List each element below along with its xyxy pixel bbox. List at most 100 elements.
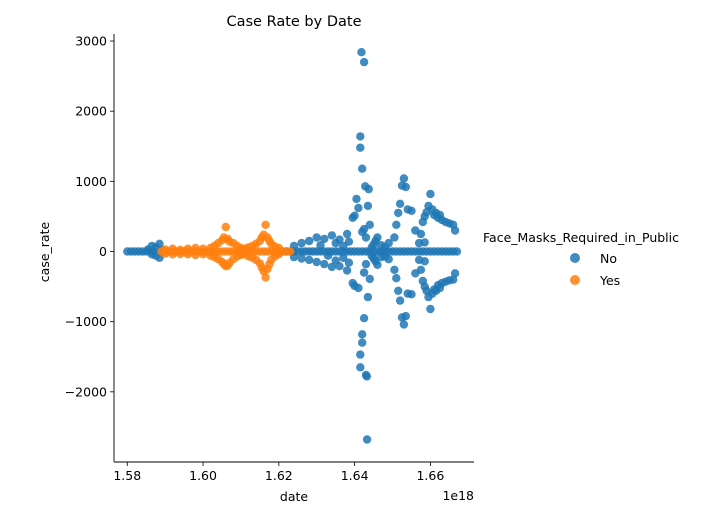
point-no [401,182,410,192]
x-tick-label: 1.58 [113,468,141,483]
point-no [359,268,369,277]
point-no [357,48,366,57]
point-yes [261,273,270,282]
point-yes [198,250,208,259]
legend-title: Face_Masks_Required_in_Public [483,230,679,245]
x-ticks: 1.58 1.60 1.62 1.64 1.66 [113,462,444,483]
point-no [323,251,333,260]
point-no [342,229,352,239]
point-no [342,266,352,275]
point-no [390,265,399,274]
point-no [373,260,382,269]
point-no [316,241,325,250]
legend-marker-no [570,253,580,263]
point-no [356,350,365,359]
x-tick-label: 1.60 [189,468,217,483]
point-no [350,211,359,220]
point-no [155,239,164,248]
point-no [407,206,416,215]
point-no [384,238,393,248]
point-no [358,338,367,347]
point-no [416,229,426,239]
point-no [399,174,409,183]
point-no [297,238,306,248]
point-no [390,233,399,242]
point-no [356,363,365,372]
point-no [426,304,435,314]
point-no [358,164,367,173]
point-no [362,435,372,444]
point-yes [274,243,283,253]
point-no [297,254,306,263]
point-no [392,220,401,229]
point-yes [274,250,283,259]
point-yes [168,250,177,259]
point-no [358,330,367,339]
point-yes [191,243,200,253]
point-no [363,201,373,211]
point-no [373,233,382,242]
point-no [359,57,369,67]
y-tick-label: 0 [99,244,107,259]
point-no [450,226,460,235]
point-no [339,253,348,262]
legend-marker-yes [570,275,580,285]
x-tick-label: 1.62 [265,468,293,483]
point-no [392,274,401,283]
point-yes [191,250,200,260]
y-axis-label: case_rate [37,222,52,283]
point-no [320,259,329,269]
point-no [399,320,409,329]
point-no [450,269,460,278]
point-no [312,257,321,267]
point-no [354,283,363,293]
point-no [359,314,369,323]
y-tick-label: 3000 [75,34,107,49]
legend: Face_Masks_Required_in_Public No Yes [483,230,679,288]
point-yes [176,249,185,259]
point-yes [183,250,193,259]
point-no [356,143,365,152]
x-offset-label: 1e18 [442,488,474,503]
point-no [395,199,405,208]
point-no [327,231,337,240]
point-no [394,208,403,218]
point-no [143,245,153,254]
point-no [452,247,462,256]
point-no [305,255,314,265]
point-no [356,132,365,141]
point-no [352,194,361,204]
point-no [384,255,393,264]
y-ticks: −2000 −1000 0 1000 2000 3000 [65,34,114,399]
point-yes [286,247,295,256]
point-no [305,236,314,246]
y-tick-label: −1000 [65,314,107,329]
point-yes [261,220,270,229]
point-no [365,274,374,284]
legend-label-no: No [600,251,617,266]
point-no [312,233,321,242]
point-no [362,372,371,381]
point-no [361,259,371,269]
point-no [327,262,337,272]
point-no [361,233,371,242]
legend-label-yes: Yes [599,273,620,288]
point-no [335,262,344,271]
point-no [395,296,405,305]
y-tick-label: 1000 [75,174,107,189]
point-no [354,203,363,213]
point-no [394,286,403,295]
y-tick-label: 2000 [75,104,107,119]
point-no [320,234,329,244]
point-no [364,184,373,194]
point-no [363,292,373,302]
x-tick-label: 1.66 [416,468,444,483]
point-no [365,220,374,229]
points-layer [123,48,462,444]
point-no [426,189,435,199]
point-no [401,311,410,321]
point-no [420,257,429,266]
point-no [416,265,426,274]
x-tick-label: 1.64 [341,468,369,483]
point-no [449,275,458,284]
